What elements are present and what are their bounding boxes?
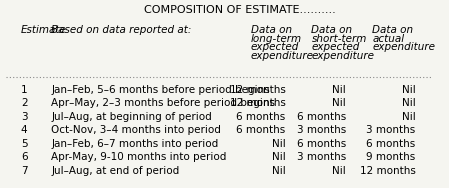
Text: 3 months: 3 months <box>366 125 416 135</box>
Text: 4: 4 <box>21 125 27 135</box>
Text: expenditure: expenditure <box>372 42 435 52</box>
Text: short-term: short-term <box>312 34 367 44</box>
Text: 6 months: 6 months <box>366 139 416 149</box>
Text: Oct-Nov, 3–4 months into period: Oct-Nov, 3–4 months into period <box>51 125 221 135</box>
Text: Nil: Nil <box>272 152 286 162</box>
Text: Data on: Data on <box>312 25 352 35</box>
Text: Estimate: Estimate <box>21 25 67 35</box>
Text: expected: expected <box>251 42 299 52</box>
Text: Nil: Nil <box>402 98 416 108</box>
Text: 6 months: 6 months <box>236 125 286 135</box>
Text: expected: expected <box>312 42 360 52</box>
Text: 6 months: 6 months <box>297 139 346 149</box>
Text: expenditure: expenditure <box>251 51 314 61</box>
Text: 12 months: 12 months <box>360 166 416 176</box>
Text: Nil: Nil <box>402 112 416 122</box>
Text: Apr–May, 2–3 months before period begins: Apr–May, 2–3 months before period begins <box>51 98 275 108</box>
Text: 6 months: 6 months <box>236 112 286 122</box>
Text: 3: 3 <box>21 112 27 122</box>
Text: 12 months: 12 months <box>229 85 286 95</box>
Text: expenditure: expenditure <box>312 51 374 61</box>
Text: 3 months: 3 months <box>297 125 346 135</box>
Text: 6 months: 6 months <box>297 112 346 122</box>
Text: Nil: Nil <box>332 166 346 176</box>
Text: 9 months: 9 months <box>366 152 416 162</box>
Text: 3 months: 3 months <box>297 152 346 162</box>
Text: 1: 1 <box>21 85 27 95</box>
Text: Data on: Data on <box>251 25 292 35</box>
Text: Nil: Nil <box>272 139 286 149</box>
Text: Data on: Data on <box>372 25 414 35</box>
Text: 5: 5 <box>21 139 27 149</box>
Text: Nil: Nil <box>332 98 346 108</box>
Text: Nil: Nil <box>332 85 346 95</box>
Text: actual: actual <box>372 34 404 44</box>
Text: Jan–Feb, 5–6 months before period begins: Jan–Feb, 5–6 months before period begins <box>51 85 270 95</box>
Text: 6: 6 <box>21 152 27 162</box>
Text: long-term: long-term <box>251 34 302 44</box>
Text: Jul–Aug, at beginning of period: Jul–Aug, at beginning of period <box>51 112 212 122</box>
Text: Nil: Nil <box>272 166 286 176</box>
Text: Nil: Nil <box>402 85 416 95</box>
Text: Jul–Aug, at end of period: Jul–Aug, at end of period <box>51 166 180 176</box>
Text: Apr-May, 9-10 months into period: Apr-May, 9-10 months into period <box>51 152 227 162</box>
Text: 2: 2 <box>21 98 27 108</box>
Text: Based on data reported at:: Based on data reported at: <box>51 25 192 35</box>
Text: 7: 7 <box>21 166 27 176</box>
Text: COMPOSITION OF ESTIMATE..........: COMPOSITION OF ESTIMATE.......... <box>144 5 336 15</box>
Text: Jan–Feb, 6–7 months into period: Jan–Feb, 6–7 months into period <box>51 139 219 149</box>
Text: 12 months: 12 months <box>229 98 286 108</box>
